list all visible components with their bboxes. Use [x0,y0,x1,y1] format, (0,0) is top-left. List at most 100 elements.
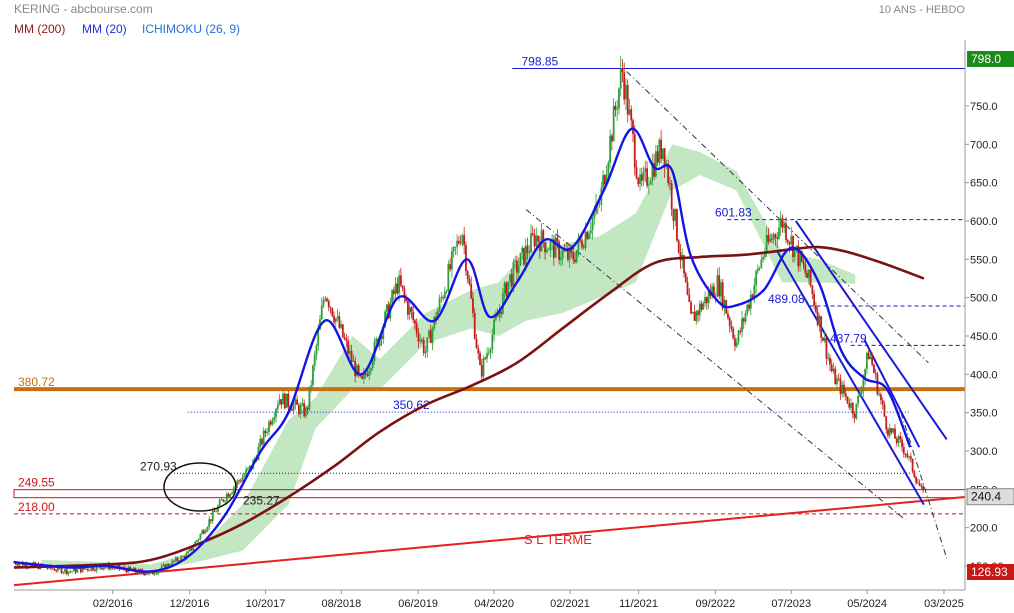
candle-body [922,486,925,491]
candle-body [173,560,175,562]
dashed-trend-line [626,71,929,364]
candle-body [575,250,578,262]
candle-body [630,109,633,121]
candle-body [639,174,641,185]
candle-body [470,284,473,299]
candle-body [271,420,274,425]
candle-body [559,258,562,260]
candle-body [637,178,640,185]
candle-body [730,325,733,329]
level-label: 798.85 [522,55,559,69]
candle-body [477,348,480,354]
candle-body [382,326,385,339]
candle-body [581,240,583,248]
candle-body [899,436,902,440]
candle-body [475,338,478,349]
candle-body [380,336,383,339]
candle-body [811,285,814,294]
candle-body [259,438,262,447]
candle-body [625,84,627,100]
candle-body [139,569,142,570]
candle-body [820,316,823,338]
candle-body [814,305,817,312]
candle-body [109,566,112,570]
level-label: 437.79 [830,331,867,345]
candle-body [540,230,543,252]
candle-body [375,339,378,342]
candle-body [767,234,770,242]
candle-body [753,285,756,298]
candle-body [188,548,191,552]
candle-body [904,453,907,455]
candle-body [93,570,96,572]
candle-body [473,312,476,339]
candle-body [262,430,265,445]
candle-body [619,68,622,89]
candle-body [827,357,830,359]
candle-body [494,316,497,320]
candle-body [512,261,515,287]
candle-body [454,246,457,248]
candle-body [46,567,49,569]
candle-body [558,241,561,260]
candle-body [915,476,918,483]
candle-body [399,275,402,286]
candle-body [855,403,858,419]
candle-body [315,345,318,355]
candle-body [343,337,346,339]
candle-body [166,563,168,569]
candle-body [654,151,657,177]
candle-body [303,403,306,417]
candle-body [211,510,214,522]
candle-body [65,569,68,575]
candle-body [243,474,246,478]
candle-body [516,260,518,273]
candle-body [642,172,645,181]
candle-body [245,469,248,475]
candle-body [479,353,481,365]
candle-body [911,458,914,472]
candle-body [421,339,423,341]
candle-body [394,283,397,295]
candle-body [523,247,525,265]
candle-body [370,367,372,371]
candle-body [878,394,881,396]
candle-body [720,282,722,297]
candle-body [218,499,221,506]
candle-body [167,563,170,566]
candle-body [445,291,448,292]
candle-body [633,134,636,168]
candle-body [415,323,418,334]
candle-body [839,378,842,395]
candle-body [322,300,325,306]
candle-body [261,438,263,445]
candle-body [521,247,524,253]
candle-body [888,428,891,436]
candle-body [519,252,522,266]
candle-body [320,305,323,320]
candle-body [171,560,174,566]
candle-body [902,447,905,454]
candle-body [544,242,546,253]
candle-body [57,566,59,571]
candle-body [829,357,831,365]
candle-body [618,88,620,109]
candle-body [248,465,251,468]
candle-body [236,480,239,485]
candle-body [786,240,789,243]
candle-body [487,352,490,354]
candle-body [788,242,791,245]
y-tick-label: 700.0 [970,139,998,151]
candle-body [867,352,870,360]
moving-averages [13,127,925,573]
candle-body [918,483,921,487]
candle-body [876,373,879,395]
candle-body [229,494,232,497]
candle-body [865,352,868,370]
candle-body [392,290,395,295]
candle-body [183,556,186,559]
candle-body [524,245,527,265]
candle-body [623,72,626,100]
candle-body [204,530,207,534]
candle-body [732,328,735,339]
